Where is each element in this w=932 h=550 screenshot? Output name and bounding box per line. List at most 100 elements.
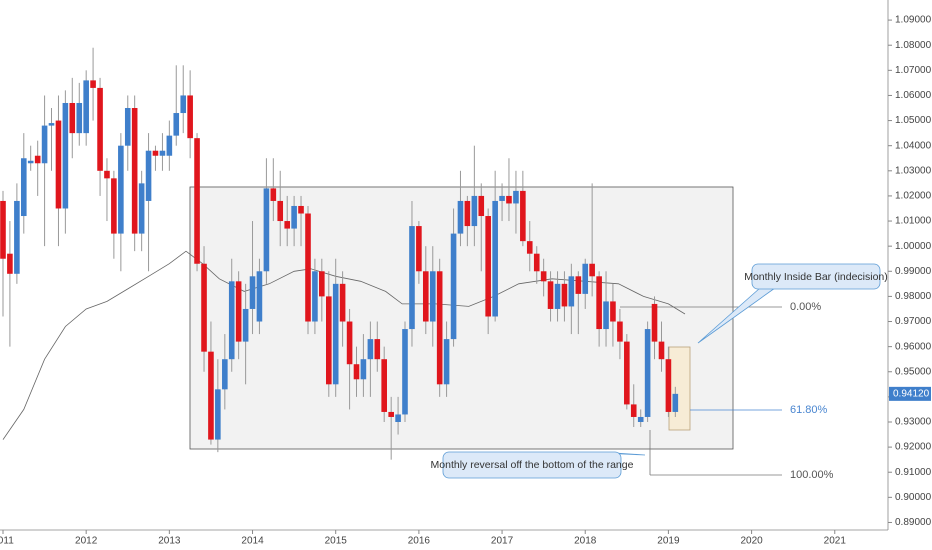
candle-body bbox=[409, 226, 415, 330]
x-tick-label: 2015 bbox=[325, 536, 348, 547]
candle-body bbox=[118, 145, 124, 234]
candle-body bbox=[159, 150, 166, 156]
candle-body bbox=[48, 123, 55, 126]
candle-body bbox=[312, 271, 318, 322]
y-tick-label: 0.96000 bbox=[895, 341, 932, 352]
candle-body bbox=[90, 80, 96, 88]
candle-body bbox=[339, 283, 346, 322]
candle-body bbox=[381, 359, 387, 412]
candle-body bbox=[20, 158, 27, 217]
candle-body bbox=[152, 150, 159, 156]
candle-body bbox=[651, 303, 658, 342]
candle-body bbox=[589, 263, 595, 277]
x-tick-label: 2017 bbox=[491, 536, 514, 547]
candle-body bbox=[665, 359, 672, 412]
x-tick-label: 2018 bbox=[574, 536, 597, 547]
callout-text: Monthly reversal off the bottom of the r… bbox=[431, 459, 634, 471]
y-tick-label: 1.05000 bbox=[895, 115, 932, 126]
candle-body bbox=[492, 200, 498, 317]
x-tick-label: 2020 bbox=[740, 536, 763, 547]
candle-body bbox=[402, 329, 408, 415]
candle-body bbox=[554, 283, 561, 309]
inside-bar-box bbox=[668, 346, 691, 431]
y-tick-label: 0.90000 bbox=[895, 492, 932, 503]
y-tick-label: 0.92000 bbox=[895, 442, 932, 453]
candle-body bbox=[672, 393, 679, 412]
candle-body bbox=[499, 195, 505, 201]
candle-body bbox=[124, 108, 131, 146]
candle-body bbox=[7, 253, 13, 274]
candle-body bbox=[436, 271, 443, 385]
candle-body bbox=[201, 263, 207, 352]
candle-body bbox=[291, 205, 297, 229]
candle-body bbox=[208, 351, 214, 440]
candle-body bbox=[388, 411, 394, 417]
candle-body bbox=[0, 200, 6, 259]
candle-body bbox=[367, 339, 374, 360]
candle-body bbox=[332, 283, 339, 385]
x-tick-label: 2012 bbox=[75, 536, 98, 547]
y-tick-label: 1.04000 bbox=[895, 140, 932, 151]
candle-body bbox=[27, 160, 34, 164]
candle-body bbox=[471, 195, 478, 227]
candle-body bbox=[256, 271, 263, 322]
y-tick-label: 0.93000 bbox=[895, 417, 932, 428]
candle-body bbox=[249, 276, 256, 309]
candle-body bbox=[215, 389, 221, 440]
y-tick-label: 1.09000 bbox=[895, 15, 932, 26]
last-price-tag bbox=[889, 386, 931, 401]
candle-body bbox=[145, 150, 152, 201]
y-tick-label: 1.03000 bbox=[895, 165, 932, 176]
candle-body bbox=[228, 281, 235, 360]
callout-box bbox=[751, 263, 881, 290]
candle-body bbox=[62, 102, 69, 209]
y-tick-label: 1.00000 bbox=[895, 241, 932, 252]
candle-body bbox=[131, 108, 138, 234]
x-tick-label: 2014 bbox=[241, 536, 264, 547]
candle-body bbox=[104, 170, 110, 179]
fib-label: 61.80% bbox=[790, 404, 828, 416]
y-tick-label: 0.99000 bbox=[895, 266, 932, 277]
candle-body bbox=[14, 200, 20, 274]
y-tick-label: 0.97000 bbox=[895, 316, 932, 327]
candle-body bbox=[478, 195, 485, 217]
candle-body bbox=[374, 339, 381, 360]
candle-body bbox=[222, 359, 228, 390]
candle-body bbox=[617, 321, 623, 342]
candle-body bbox=[637, 416, 644, 422]
candle-body bbox=[111, 178, 117, 234]
candle-body bbox=[166, 135, 173, 156]
fib-label: 0.00% bbox=[790, 301, 821, 313]
plot-area bbox=[0, 47, 782, 476]
y-tick-label: 0.98000 bbox=[895, 291, 932, 302]
candle-body bbox=[395, 414, 401, 422]
candle-body bbox=[187, 95, 193, 139]
candle-body bbox=[138, 183, 145, 234]
x-tick-label: 2011 bbox=[0, 536, 14, 547]
callout-box bbox=[442, 451, 622, 479]
candle-body bbox=[97, 87, 103, 171]
candle-body bbox=[561, 283, 568, 307]
y-tick-label: 0.95000 bbox=[895, 366, 932, 377]
fib-label: 100.00% bbox=[790, 469, 834, 481]
x-tick-label: 2021 bbox=[824, 536, 847, 547]
candle-body bbox=[76, 102, 83, 134]
candle-body bbox=[173, 113, 180, 136]
candle-body bbox=[41, 125, 48, 164]
candle-body bbox=[277, 200, 284, 222]
candle-body bbox=[55, 120, 62, 209]
candle-body bbox=[443, 339, 450, 385]
candle-body bbox=[83, 80, 89, 134]
candle-body bbox=[360, 359, 367, 380]
candle-body bbox=[506, 195, 512, 204]
candle-body bbox=[194, 138, 200, 264]
candle-body bbox=[533, 253, 540, 272]
candle-body bbox=[325, 296, 332, 385]
candle-body bbox=[644, 329, 651, 417]
callout-pointer bbox=[697, 287, 776, 344]
y-tick-label: 1.08000 bbox=[895, 40, 932, 51]
x-tick-label: 2019 bbox=[657, 536, 680, 547]
candle-body bbox=[416, 226, 422, 272]
candle-body bbox=[429, 271, 436, 322]
